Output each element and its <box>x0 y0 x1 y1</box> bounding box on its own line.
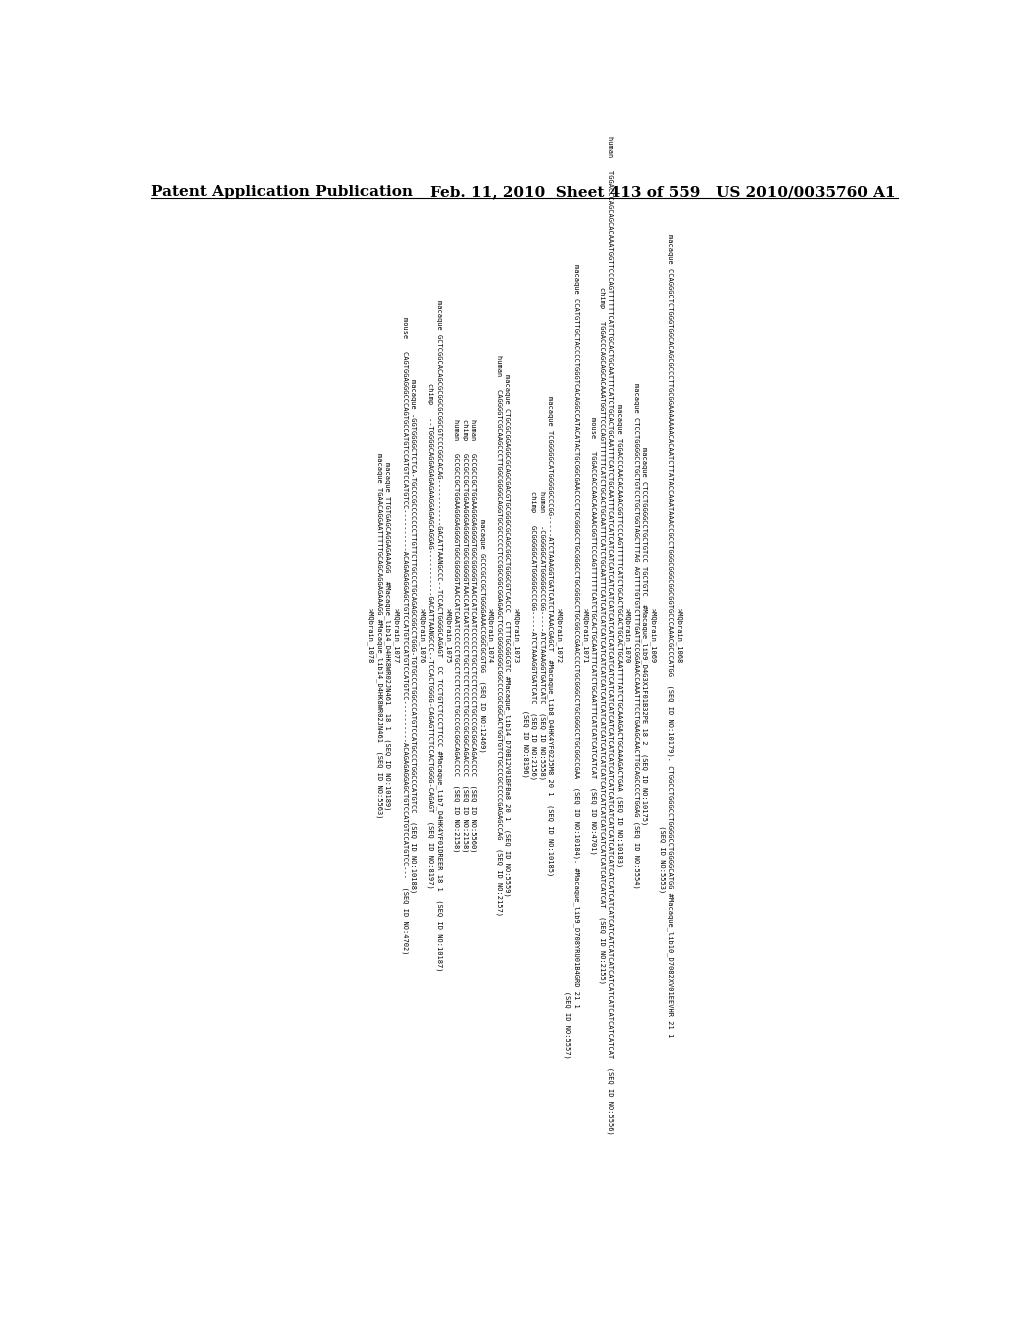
Text: Patent Application Publication: Patent Application Publication <box>152 185 414 199</box>
Text: >MQbrain_1068
macaque CCAGGGCTCTGGGTGGCACAGCGCCCTTGCGGAAAAAAACACAATCTTATACCAAATA: >MQbrain_1068 macaque CCAGGGCTCTGGGTGGCA… <box>368 136 682 1135</box>
Text: Feb. 11, 2010  Sheet 413 of 559   US 2010/0035760 A1: Feb. 11, 2010 Sheet 413 of 559 US 2010/0… <box>430 185 896 199</box>
